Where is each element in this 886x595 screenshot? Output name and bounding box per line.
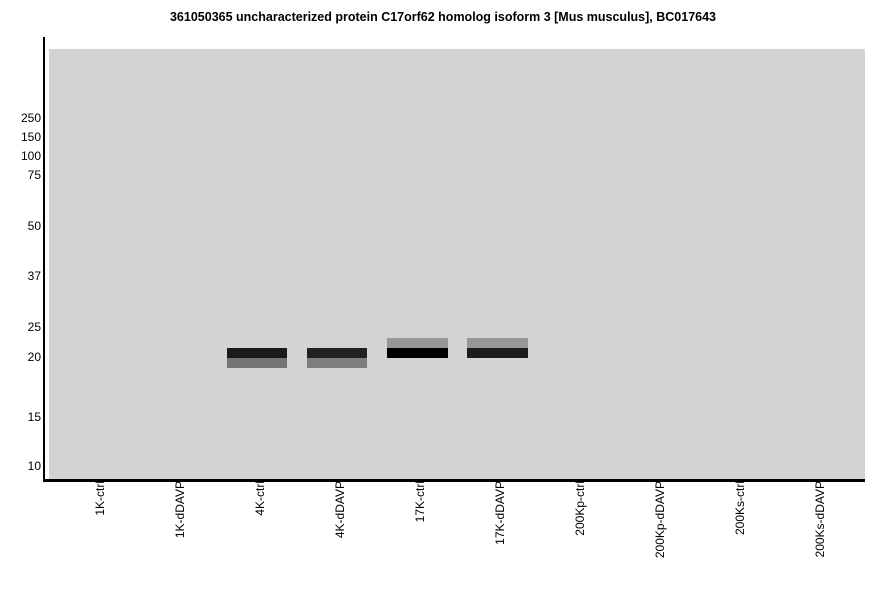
band-17K-ctrl bbox=[387, 348, 448, 358]
y-axis-tick-label-15: 15 bbox=[27, 410, 41, 424]
band-4K-dDAVP bbox=[307, 348, 367, 358]
gel-area bbox=[49, 49, 865, 479]
band-4K-ctrl bbox=[227, 348, 287, 358]
y-axis-tick-label-50: 50 bbox=[27, 219, 41, 233]
lane-label-1K-ctrl: 1K-ctrl bbox=[93, 481, 107, 516]
lane-label-17K-dDAVP: 17K-dDAVP bbox=[493, 481, 507, 545]
band-17K-ctrl bbox=[387, 338, 448, 348]
figure-title: 361050365 uncharacterized protein C17orf… bbox=[169, 10, 716, 24]
y-axis-tick-label-250: 250 bbox=[20, 111, 41, 125]
lane-label-4K-ctrl: 4K-ctrl bbox=[253, 481, 267, 516]
lane-label-200Ks-ctrl: 200Ks-ctrl bbox=[733, 481, 747, 536]
band-17K-dDAVP bbox=[467, 348, 528, 358]
band-4K-dDAVP bbox=[307, 358, 367, 368]
band-17K-dDAVP bbox=[467, 338, 528, 348]
lane-label-200Kp-dDAVP: 200Kp-dDAVP bbox=[653, 481, 667, 559]
x-axis-line bbox=[43, 479, 865, 482]
y-axis-tick-label-100: 100 bbox=[20, 149, 41, 163]
lane-label-17K-ctrl: 17K-ctrl bbox=[413, 481, 427, 523]
y-axis-tick-label-20: 20 bbox=[27, 350, 41, 364]
y-axis-line bbox=[43, 37, 45, 482]
y-axis-tick-label-10: 10 bbox=[27, 459, 41, 473]
y-axis-tick-label-25: 25 bbox=[27, 320, 41, 334]
y-axis-tick-label-75: 75 bbox=[27, 168, 41, 182]
y-axis-tick-label-150: 150 bbox=[20, 130, 41, 144]
lane-label-1K-dDAVP: 1K-dDAVP bbox=[173, 481, 187, 539]
lane-label-200Ks-dDAVP: 200Ks-dDAVP bbox=[813, 481, 827, 558]
lane-label-200Kp-ctrl: 200Kp-ctrl bbox=[573, 481, 587, 536]
lane-label-4K-dDAVP: 4K-dDAVP bbox=[333, 481, 347, 539]
band-4K-ctrl bbox=[227, 358, 287, 368]
y-axis-tick-label-37: 37 bbox=[27, 269, 41, 283]
